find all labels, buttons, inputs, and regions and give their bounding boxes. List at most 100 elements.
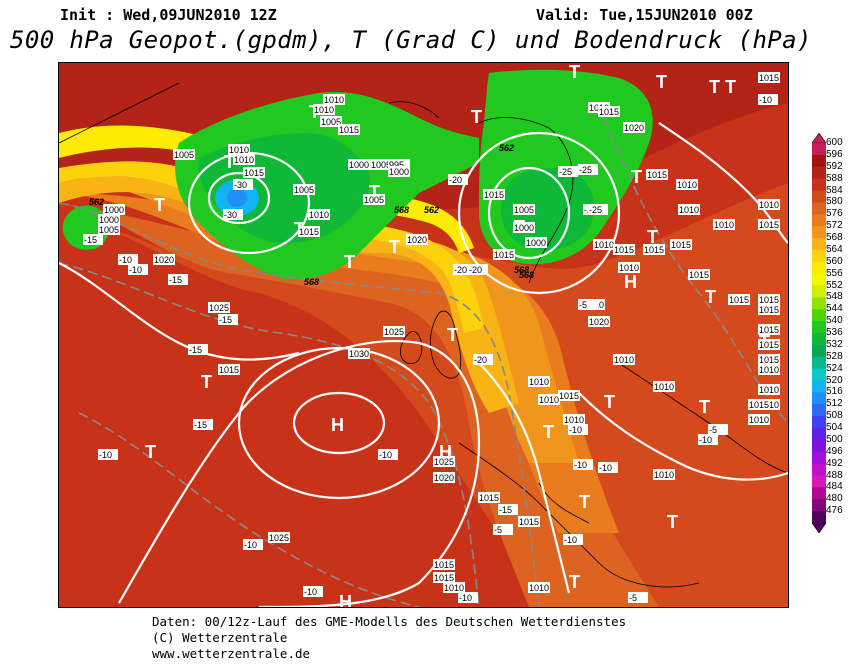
pressure-label-bg — [558, 390, 580, 401]
colorbar-graphic — [811, 132, 827, 534]
colorbar-swatch — [812, 511, 826, 524]
valid-time: Valid: Tue,15JUN2010 00Z — [536, 6, 753, 24]
colorbar — [811, 132, 842, 537]
pressure-label: 1020 — [154, 255, 174, 265]
pressure-label-bg — [383, 326, 405, 337]
pressure-label: 1020 — [624, 123, 644, 133]
pressure-label-bg — [433, 559, 455, 570]
colorbar-swatch — [812, 202, 826, 215]
pressure-label: 1015 — [671, 240, 691, 250]
pressure-label-bg — [758, 219, 780, 230]
geopot-line-4 — [78, 412, 420, 607]
geopotential-label: 562 — [499, 143, 514, 153]
pressure-label: 1010 — [314, 105, 334, 115]
pressure-label: 1015 — [759, 295, 779, 305]
isobars — [59, 122, 788, 607]
pressure-label: 1005 — [371, 160, 391, 170]
pressure-label-bg — [268, 532, 290, 543]
pressure-label: 1025 — [209, 303, 229, 313]
colorbar-level: 560 — [826, 255, 843, 267]
pressure-label: 1025 — [384, 327, 404, 337]
colorbar-swatch — [812, 297, 826, 310]
temp-label-bg — [188, 344, 208, 355]
geopotential-label: 568 — [304, 277, 319, 287]
colorbar-level: 576 — [826, 208, 843, 220]
pressure-label: 1010 — [529, 583, 549, 593]
temp-label-bg — [233, 179, 253, 190]
pressure-label: 1010 — [654, 470, 674, 480]
coast-ireland — [400, 331, 423, 365]
pressure-label-bg — [563, 414, 585, 425]
pressure-label: 1015 — [434, 560, 454, 570]
temp-label: -5 — [709, 425, 717, 435]
colorbar-swatch — [812, 190, 826, 203]
pressure-label: 1030 — [349, 349, 369, 359]
colorbar-swatch — [812, 273, 826, 286]
colorbar-level: 504 — [826, 422, 843, 433]
pressure-label-bg — [363, 194, 385, 205]
pressure-label-bg — [653, 469, 675, 480]
pressure-label-bg — [388, 166, 410, 177]
colorbar-swatch — [812, 261, 826, 275]
pressure-label-bg — [370, 159, 392, 170]
coast-greenland — [59, 82, 180, 144]
colorbar-swatch — [812, 166, 826, 180]
temp-label: -5 — [579, 300, 587, 310]
pressure-label: 1010 — [714, 220, 734, 230]
colorbar-level: 528 — [826, 350, 843, 362]
credit-line-2: (C) Wetterzentrale — [152, 630, 288, 645]
pressure-label-bg — [688, 269, 710, 280]
low-symbol: T — [145, 442, 156, 462]
colorbar-swatches — [812, 143, 826, 524]
pressure-label: 995 — [389, 160, 404, 170]
pressure-label: 1000 — [99, 215, 119, 225]
pressure-label: 1020 — [434, 473, 454, 483]
temp-label: -10 — [379, 450, 392, 460]
colorbar-level: 564 — [826, 243, 843, 255]
temp-label: -15 — [194, 420, 207, 430]
temp-label-bg — [223, 209, 243, 220]
pressure-label-bg — [758, 324, 780, 335]
colorbar-swatch — [812, 499, 826, 512]
temp-label-bg — [83, 234, 103, 245]
temp-label-bg — [128, 264, 148, 275]
colorbar-level: 488 — [826, 469, 843, 481]
pressure-label: 1010 — [234, 155, 254, 165]
pressure-label-bg — [528, 582, 550, 593]
temp-label-bg — [218, 314, 238, 325]
pressure-label: 1005 — [364, 195, 384, 205]
temp-label-bg — [453, 264, 473, 275]
colorbar-level: 508 — [826, 410, 843, 422]
temp-label-bg — [468, 264, 488, 275]
pressure-label: 1000 — [514, 223, 534, 233]
low-symbol: T — [667, 512, 678, 532]
temp-label-bg — [758, 94, 778, 105]
temp-label: -20 — [474, 355, 487, 365]
low-symbol: T — [656, 72, 667, 92]
colorbar-level: 516 — [826, 386, 843, 398]
pressure-label-bg — [483, 189, 505, 200]
pressure-label: 1015 — [434, 573, 454, 583]
pressure-label-bg — [598, 106, 620, 117]
pressure-label: 1010 — [677, 180, 697, 190]
colorbar-swatch — [812, 238, 826, 251]
map-canvas: H H H H T T T T T T T T T T T T T T T T … — [59, 63, 788, 607]
colorbar-swatch — [812, 333, 826, 346]
colorbar-swatch — [812, 439, 826, 453]
pressure-label: 1015 — [689, 270, 709, 280]
pressure-label: 1010 — [759, 365, 779, 375]
pressure-label: 1025 — [434, 457, 454, 467]
temp-label-bg — [458, 592, 478, 603]
pressure-label-bg — [433, 456, 455, 467]
low-symbol: T — [344, 252, 355, 272]
temp-label: -15 — [169, 275, 182, 285]
pressure-label-bg — [388, 159, 410, 170]
pressure-label: 1000 — [104, 205, 124, 215]
low-symbol: T — [709, 77, 720, 97]
pressure-label: 1015 — [614, 245, 634, 255]
pressure-label-bg — [758, 384, 780, 395]
pressure-label-bg — [758, 364, 780, 375]
pressure-label: 1025 — [269, 533, 289, 543]
colorbar-top-arrow — [811, 132, 827, 144]
